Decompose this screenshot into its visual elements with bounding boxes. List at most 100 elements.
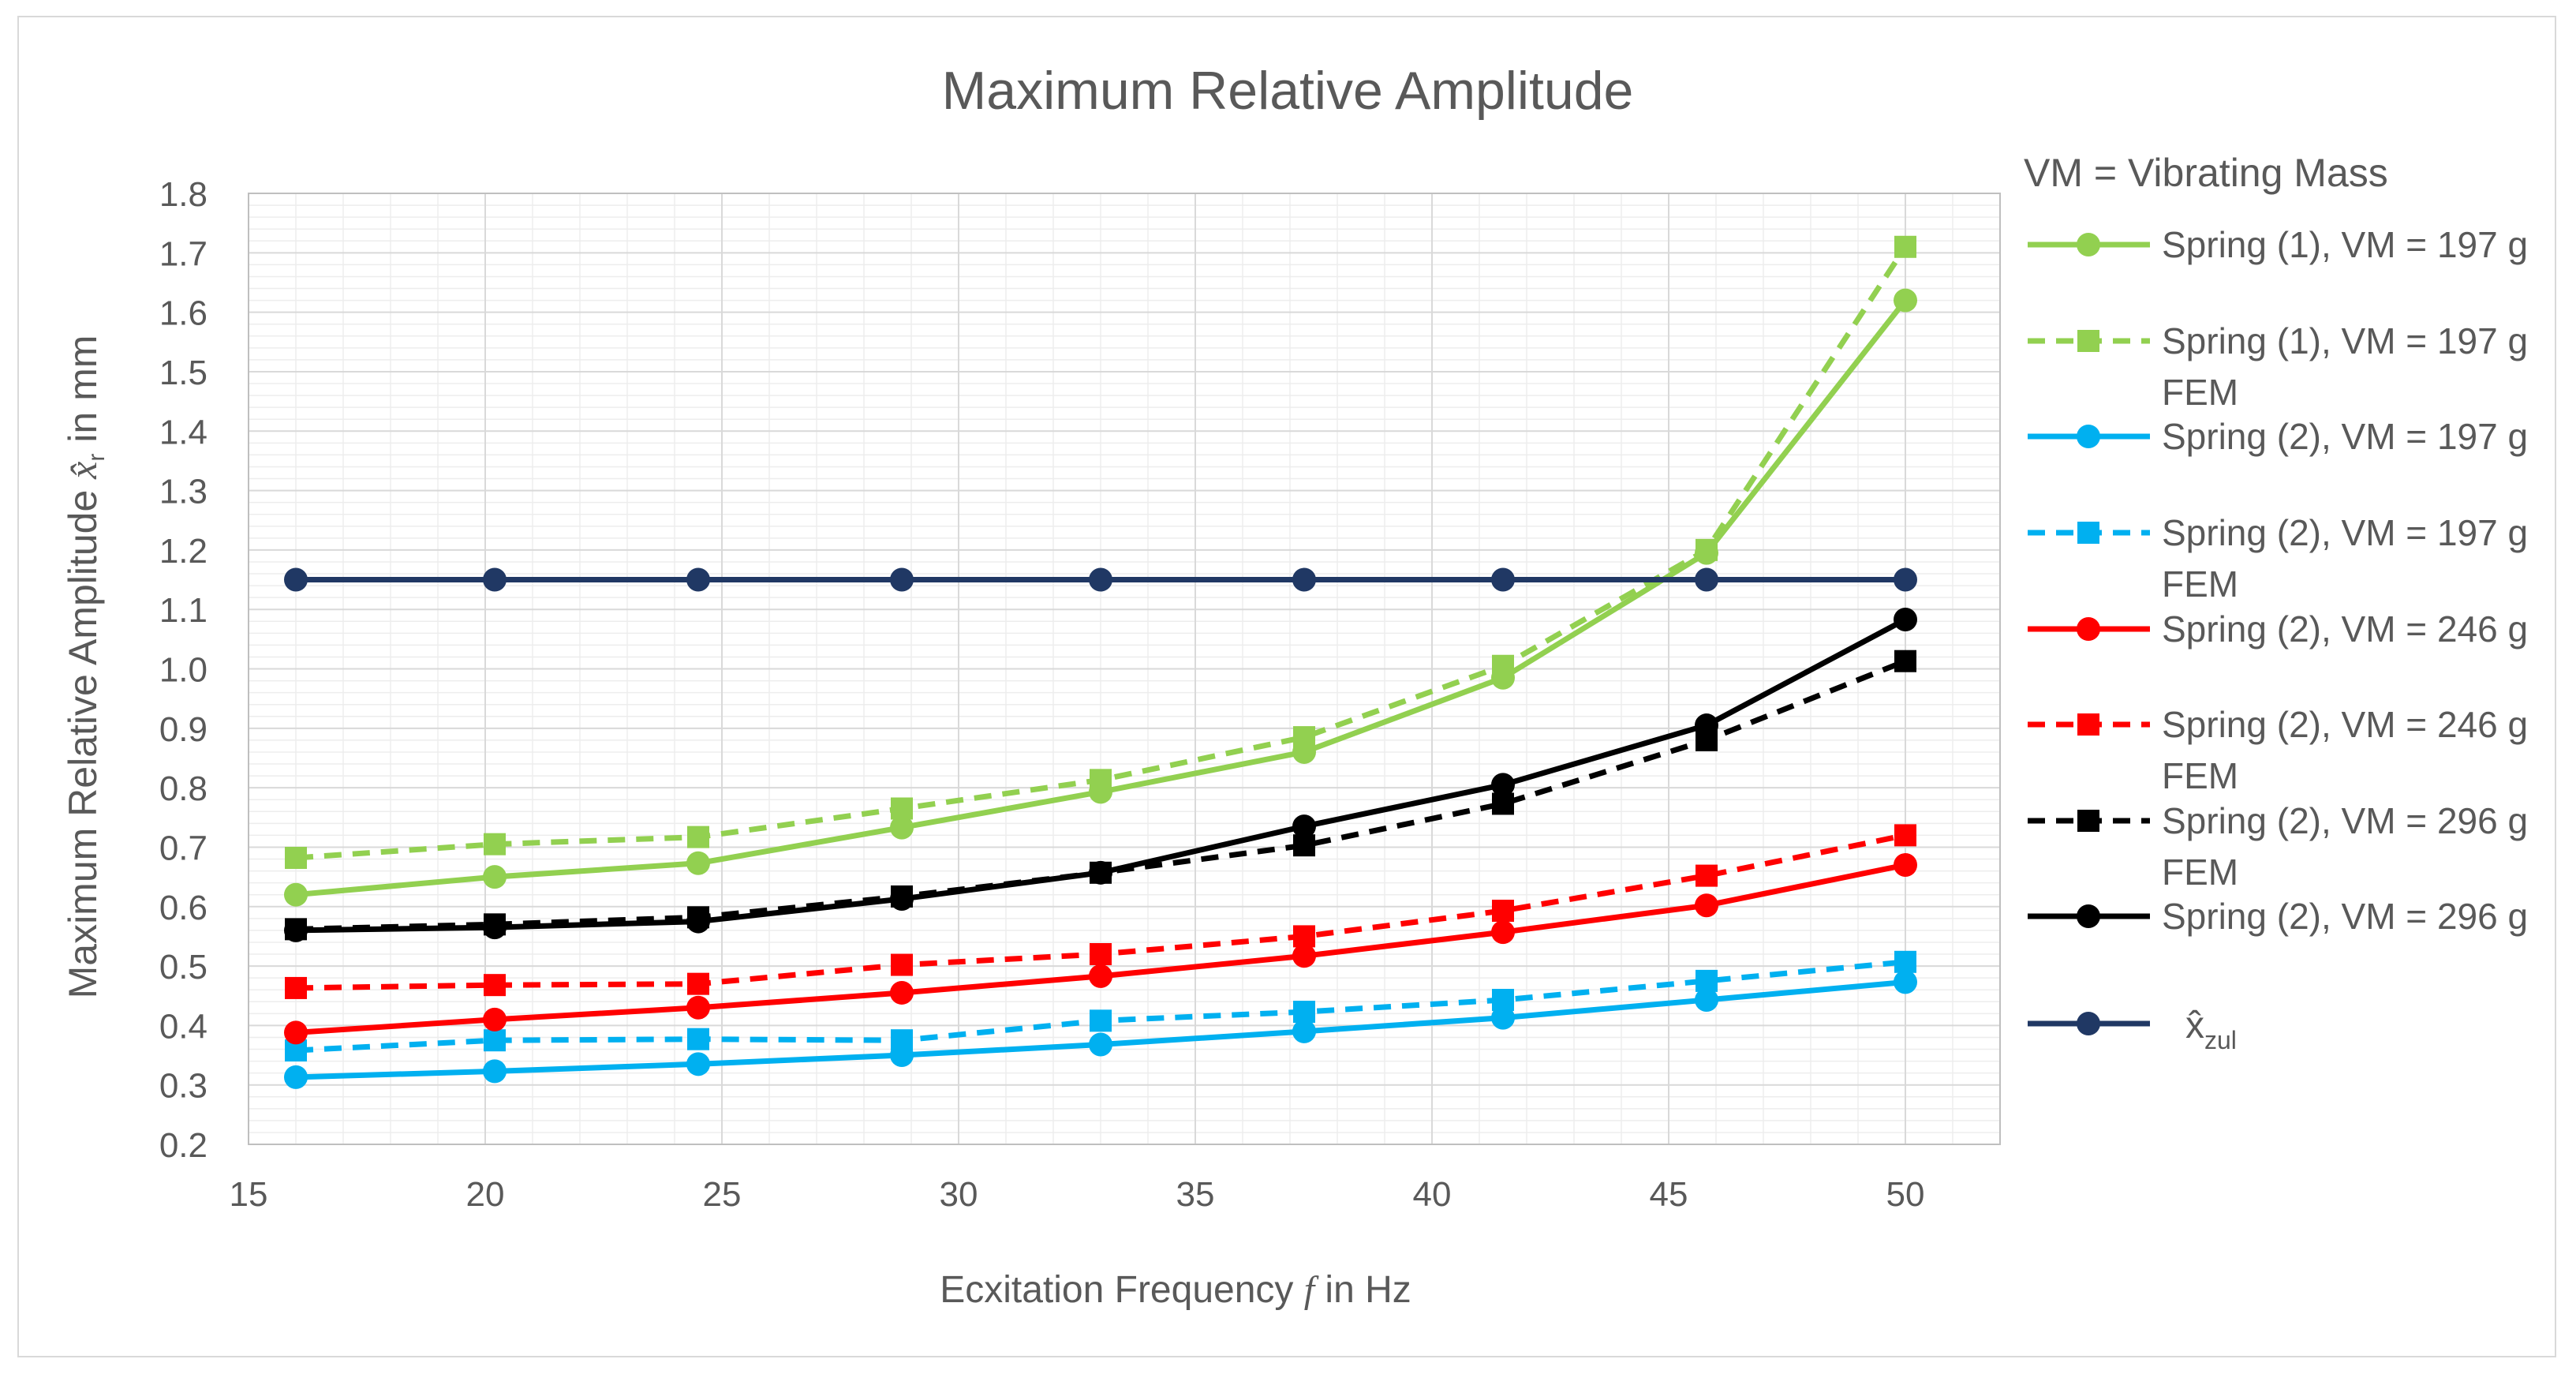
data-point — [1089, 964, 1112, 988]
data-point — [484, 974, 506, 997]
y-tick-label: 1.1 — [159, 591, 208, 630]
data-point — [1696, 538, 1718, 561]
legend-entry-9: x̂zul — [2028, 1005, 2237, 1054]
legend-entry-7: Spring (2), VM = 296 g FEM — [2028, 800, 2528, 893]
legend-label-line2: FEM — [2162, 563, 2238, 605]
legend-swatch-marker — [2077, 522, 2099, 544]
legend-entry-5: Spring (2), VM = 246 g — [2028, 608, 2528, 650]
y-axis-label-unit: in mm — [61, 335, 105, 454]
legend-swatch-marker — [2077, 810, 2099, 832]
data-point — [1894, 607, 1917, 631]
data-point — [687, 826, 709, 848]
data-point — [1293, 726, 1315, 749]
y-tick-label: 1.0 — [159, 651, 208, 690]
data-point — [686, 567, 710, 592]
x-tick-label: 50 — [1886, 1175, 1925, 1214]
series-2 — [285, 235, 1916, 869]
x-tick-label: 30 — [940, 1175, 978, 1214]
y-tick-label: 1.2 — [159, 532, 208, 571]
data-point — [483, 915, 507, 940]
legend-swatch-marker — [2077, 904, 2100, 928]
data-point — [687, 972, 709, 995]
data-point — [284, 882, 308, 907]
data-point — [284, 1020, 308, 1045]
data-point — [1293, 925, 1315, 948]
y-tick-label: 1.3 — [159, 473, 208, 511]
plot-area-border — [248, 193, 2001, 1145]
data-point — [484, 1029, 506, 1052]
legend-entry-8: Spring (2), VM = 296 g — [2028, 896, 2528, 937]
x-tick-label: 40 — [1413, 1175, 1452, 1214]
legend-entry-2: Spring (1), VM = 197 g FEM — [2028, 320, 2528, 413]
y-tick-label: 1.4 — [159, 413, 208, 451]
legend-entry-1: Spring (1), VM = 197 g — [2028, 224, 2528, 265]
data-point — [1491, 773, 1515, 797]
data-point — [1089, 1032, 1112, 1057]
legend-swatch-marker — [2077, 425, 2100, 448]
y-tick-label: 1.5 — [159, 354, 208, 392]
data-point — [890, 567, 914, 592]
data-point — [891, 953, 913, 976]
data-point — [1695, 567, 1718, 592]
x-axis-label: Ecxitation Frequency f in Hz — [940, 1269, 1411, 1311]
data-point — [1894, 950, 1916, 973]
data-point — [1894, 853, 1917, 878]
y-tick-label: 0.4 — [159, 1007, 208, 1046]
data-point — [483, 567, 507, 592]
y-axis-label: Maximum Relative Amplitude x̂r in mm — [61, 335, 110, 999]
data-point — [1894, 970, 1917, 994]
data-point — [284, 1065, 308, 1089]
series-8 — [284, 607, 1917, 942]
data-point — [1090, 943, 1112, 965]
x-tick-label: 20 — [466, 1175, 505, 1214]
data-point — [1492, 900, 1514, 923]
y-tick-label: 0.9 — [159, 710, 208, 749]
chart-frame — [17, 16, 2556, 1357]
x-tick-label: 45 — [1650, 1175, 1688, 1214]
data-point — [686, 851, 710, 875]
data-point — [1491, 567, 1515, 592]
data-point — [1695, 713, 1718, 738]
legend-label: Spring (2), VM = 246 g — [2162, 704, 2528, 745]
y-tick-label: 1.7 — [159, 234, 208, 273]
x-tick-label: 15 — [230, 1175, 268, 1214]
data-point — [1292, 1019, 1316, 1043]
legend-label: Spring (2), VM = 296 g — [2162, 896, 2528, 937]
data-point — [1695, 893, 1718, 918]
legend-label: x̂zul — [2185, 1005, 2237, 1054]
data-point — [891, 1029, 913, 1052]
data-point — [1894, 235, 1916, 258]
y-tick-label: 1.8 — [159, 175, 208, 214]
x-axis-label-text: Ecxitation Frequency — [940, 1269, 1293, 1311]
series-6 — [285, 824, 1916, 999]
x-axis-label-gap — [1293, 1269, 1303, 1311]
legend-label-line2: FEM — [2162, 755, 2238, 796]
data-point — [687, 1028, 709, 1050]
data-point — [686, 995, 710, 1020]
data-point — [890, 815, 914, 840]
legend-label: Spring (2), VM = 296 g — [2162, 800, 2528, 841]
y-tick-label: 0.2 — [159, 1126, 208, 1165]
data-point — [1492, 654, 1514, 677]
data-point — [1894, 824, 1916, 847]
legend-label: Spring (2), VM = 197 g — [2162, 512, 2528, 553]
data-point — [1491, 1005, 1515, 1030]
y-axis-label-text: Maximum Relative Amplitude — [61, 490, 105, 999]
y-tick-label: 0.5 — [159, 948, 208, 987]
y-tick-label: 0.6 — [159, 889, 208, 927]
legend-swatch-marker — [2077, 330, 2099, 352]
data-point — [890, 886, 914, 911]
data-point — [484, 833, 506, 855]
y-tick-label: 0.8 — [159, 769, 208, 808]
data-point — [1894, 567, 1917, 592]
data-point — [1696, 864, 1718, 887]
series-1 — [284, 288, 1917, 907]
y-tick-label: 0.7 — [159, 829, 208, 867]
data-point — [1090, 1009, 1112, 1032]
data-point — [1491, 920, 1515, 945]
legend-entry-4: Spring (2), VM = 197 g FEM — [2028, 512, 2528, 605]
data-point — [1696, 969, 1718, 992]
chart-title: Maximum Relative Amplitude — [942, 61, 1634, 121]
data-point — [686, 909, 710, 934]
